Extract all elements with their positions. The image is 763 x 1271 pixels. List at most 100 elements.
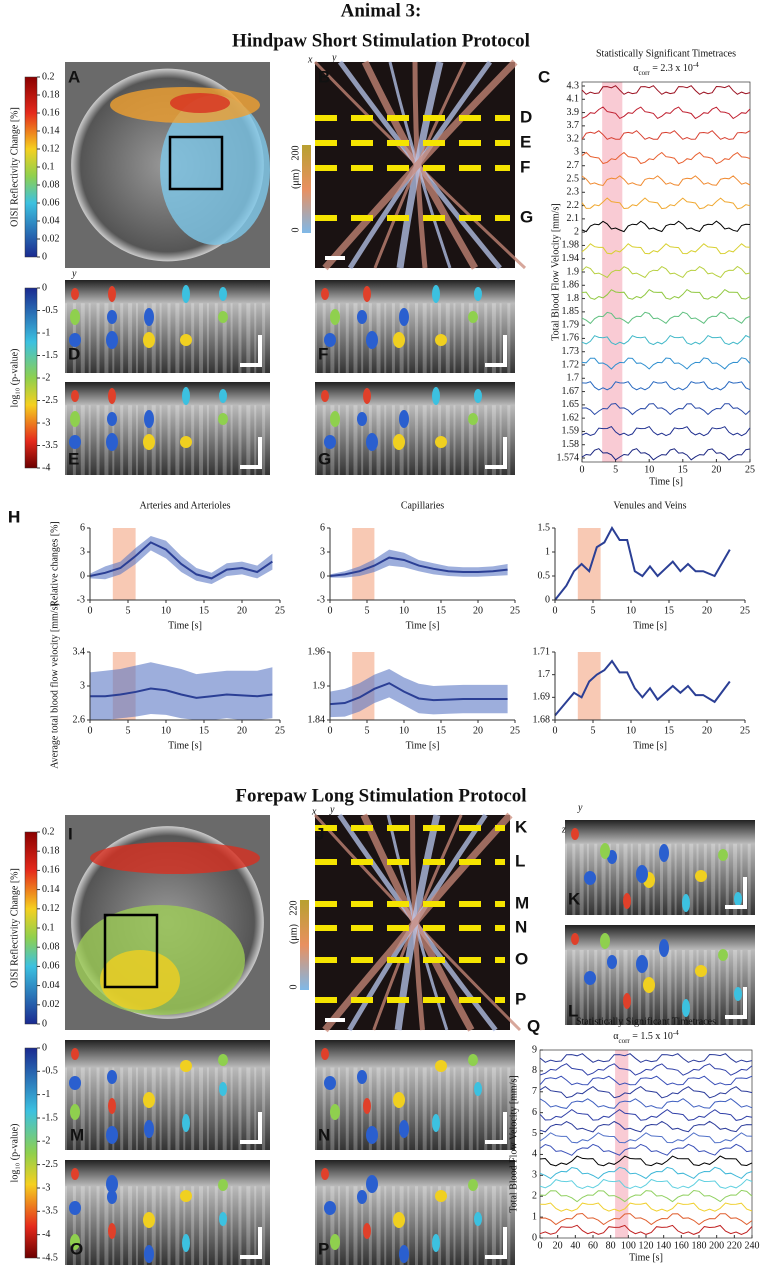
alpha-part: -4 [673, 1029, 679, 1037]
vessel-blob [399, 308, 409, 326]
section-title: Forepaw Long Stimulation Protocol [235, 785, 526, 806]
y-tick-label: 2.6 [73, 714, 86, 725]
y-tick-label: 6 [532, 1107, 537, 1118]
vessel-stripe [206, 405, 209, 475]
alpha-part: = 1.5 x 10 [630, 1031, 673, 1042]
vessel [322, 812, 513, 1033]
x-tick-label: 0 [88, 605, 93, 616]
colorbar-tick-label: -3 [42, 417, 50, 428]
x-tick-label: 25 [510, 725, 520, 736]
vessel-blob [321, 288, 329, 300]
vessel-stripe [104, 1067, 109, 1150]
vessel-blob [363, 1223, 371, 1239]
vessel-blob [468, 311, 478, 323]
panel-label: E [68, 449, 79, 468]
colorbar-tick-label: 0 [42, 1042, 47, 1053]
colorbar-tick-label: 0.04 [42, 980, 60, 991]
vessel-stripe [579, 843, 584, 915]
line-label: D [520, 107, 532, 126]
vessel-stripe [128, 1186, 133, 1265]
vessel-stripe [338, 1186, 341, 1265]
y-tick-label: 1.96 [308, 646, 326, 657]
colorbar-tick-label: 0.2 [42, 826, 55, 837]
vessel-blob [324, 333, 336, 347]
vessel-stripe [445, 303, 450, 373]
y-tick-label: 1.86 [562, 280, 580, 291]
vessel-stripe [391, 1067, 395, 1150]
x-tick-label: 0 [328, 725, 333, 736]
vessel-stripe [703, 950, 707, 1025]
x-tick-label: 5 [591, 725, 596, 736]
trace-illustration [581, 220, 751, 233]
colorbar-tick-label: -3.5 [42, 440, 58, 451]
vessel-blob [107, 1190, 117, 1204]
image-panel [65, 1040, 270, 1150]
y-tick-label: 0 [80, 570, 85, 581]
vessel-stripe [616, 950, 620, 1025]
x-tick-label: 15 [199, 605, 209, 616]
x-tick-label: 20 [702, 725, 712, 736]
vessel-stripe [120, 1067, 124, 1150]
line-label: M [515, 893, 529, 912]
vessel-stripe [246, 303, 251, 373]
vessel-stripe [199, 1067, 204, 1150]
vessel-stripe [222, 405, 227, 475]
y-tick-label: 3 [532, 1170, 537, 1181]
axis-letter: y [331, 52, 337, 63]
trace-illustration [581, 243, 751, 255]
vessel-blob [357, 412, 367, 426]
colorbar [24, 76, 38, 258]
mean-line [554, 526, 731, 601]
vessel-stripe [376, 1067, 381, 1150]
vessel-stripe [407, 405, 410, 475]
vessel-stripe [415, 1186, 418, 1265]
line-label: L [515, 851, 525, 870]
vessel-blob [108, 286, 116, 302]
y-tick-label: 1.67 [562, 386, 580, 397]
vessel-blob [636, 955, 648, 973]
vessel-stripe [601, 843, 606, 915]
axis-letter: y [71, 268, 77, 279]
vessel-stripe [461, 1186, 465, 1265]
y-axis-label: Total Blood Flow Velocity [mm/s] [550, 203, 561, 340]
vessel-stripe [415, 1067, 418, 1150]
stimulus-window [352, 528, 375, 600]
panel-label: N [318, 1125, 330, 1144]
scale-bar [240, 1112, 262, 1144]
vessel-stripe [507, 1186, 511, 1265]
vessel-blob [106, 1175, 118, 1193]
vessel-stripe [199, 303, 204, 373]
vessel-stripe [88, 1067, 91, 1150]
stimulus-window [577, 528, 601, 600]
trace-illustration [581, 85, 751, 95]
activation [170, 93, 230, 113]
trace-illustration [581, 357, 751, 370]
vessel-blob [659, 844, 669, 862]
x-tick-label: 10 [626, 605, 636, 616]
scale-bar [325, 1018, 345, 1022]
colorbar-tick-label: 0.08 [42, 941, 60, 952]
vessel-stripe [167, 1067, 171, 1150]
vessel-stripe [740, 843, 743, 915]
colorbar-tick-label: 0.12 [42, 143, 60, 154]
trace-illustration [581, 130, 751, 140]
vessel-stripe [159, 1067, 162, 1150]
vessel-stripe [674, 950, 677, 1025]
depth-tick-label: 220 [288, 901, 299, 916]
panel-label: D [68, 344, 80, 363]
scale-bar [325, 256, 345, 260]
vessel-blob [435, 334, 447, 346]
vessel-blob [399, 1245, 409, 1263]
y-axis-label: Average total blood flow velocity [mm/s] [49, 603, 60, 769]
x-tick-label: 15 [664, 605, 674, 616]
y-tick-label: 3.2 [567, 133, 580, 144]
vessel-stripe [191, 303, 195, 373]
x-tick-label: 5 [365, 725, 370, 736]
trace-illustration [581, 197, 751, 210]
panel-label: B [318, 67, 330, 86]
colorbar-tick-label: 0.1 [42, 161, 55, 172]
x-tick-label: 15 [199, 725, 209, 736]
vessel-stripe [345, 1067, 349, 1150]
vessel-blob [143, 1212, 155, 1228]
vessel-blob [108, 1098, 116, 1114]
